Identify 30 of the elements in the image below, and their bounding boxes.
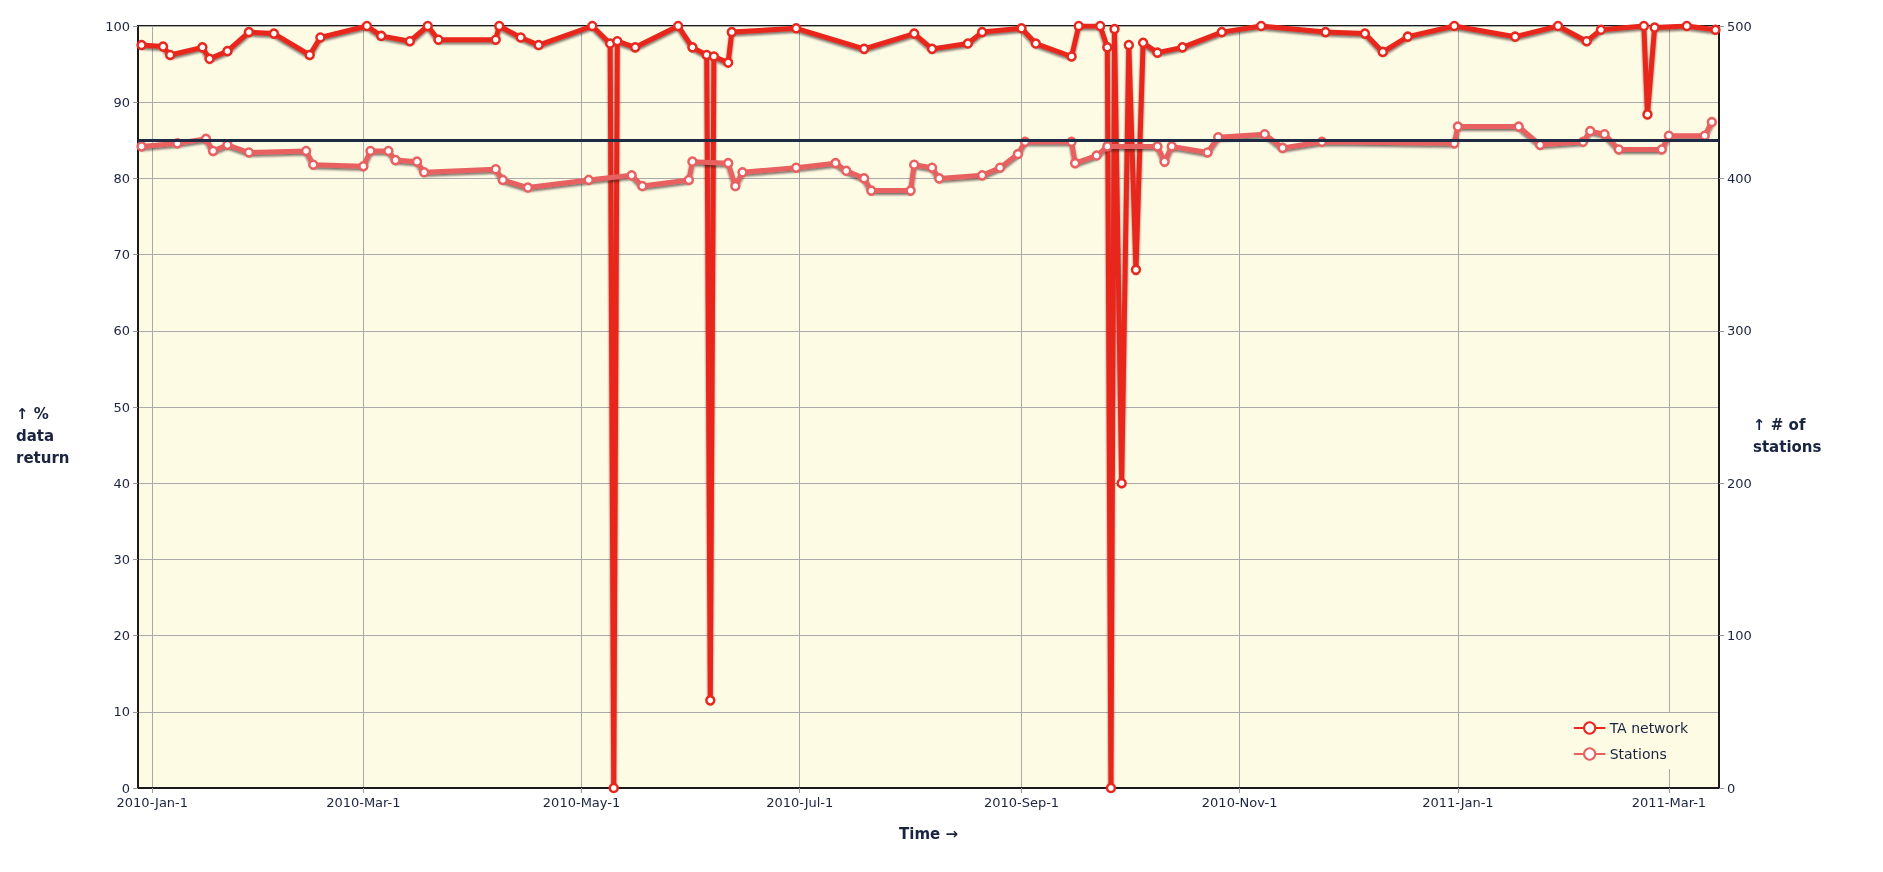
y-axis-title: ↑ % data return (16, 405, 70, 467)
y-tick-label: 60 (113, 323, 130, 339)
y2-tick-label: 300 (1727, 323, 1752, 339)
y2-tick-label: 100 (1727, 628, 1752, 644)
y-tick-label: 100 (105, 18, 130, 34)
x-tick-label: 2010-Sep-1 (983, 795, 1060, 810)
y-tick-label: 40 (113, 475, 130, 491)
x-tick-label: 2010-May-1 (542, 795, 621, 810)
x-axis-title: Time → (899, 824, 958, 843)
y-tick-label: 70 (113, 247, 130, 263)
x-tick-label: 2011-Jan-1 (1422, 795, 1494, 810)
y-tick-label: 0 (121, 780, 130, 796)
x-tick-label: 2010-Jan-1 (116, 795, 189, 810)
y-tick-label: 20 (113, 628, 130, 644)
y2-axis-title: ↑ # of stations (1753, 416, 1822, 456)
legend-label: TA network (1608, 720, 1689, 736)
y-tick-label: 10 (113, 704, 130, 720)
y2-tick-label: 200 (1727, 475, 1752, 491)
y2-tick-label: 500 (1727, 18, 1752, 34)
y2-tick-label: 400 (1727, 170, 1752, 186)
legend-label: Stations (1609, 746, 1667, 762)
y-tick-label: 90 (113, 94, 130, 110)
y-tick-label: 30 (113, 551, 130, 567)
x-tick-label: 2010-Mar-1 (326, 795, 401, 810)
y-tick-label: 80 (113, 170, 130, 186)
x-tick-label: 2010-Jul-1 (766, 795, 834, 810)
y2-tick-label: 0 (1727, 780, 1736, 796)
y-tick-label: 50 (113, 399, 130, 415)
x-tick-label: 2010-Nov-1 (1201, 795, 1278, 810)
x-tick-label: 2011-Mar-1 (1631, 795, 1707, 810)
